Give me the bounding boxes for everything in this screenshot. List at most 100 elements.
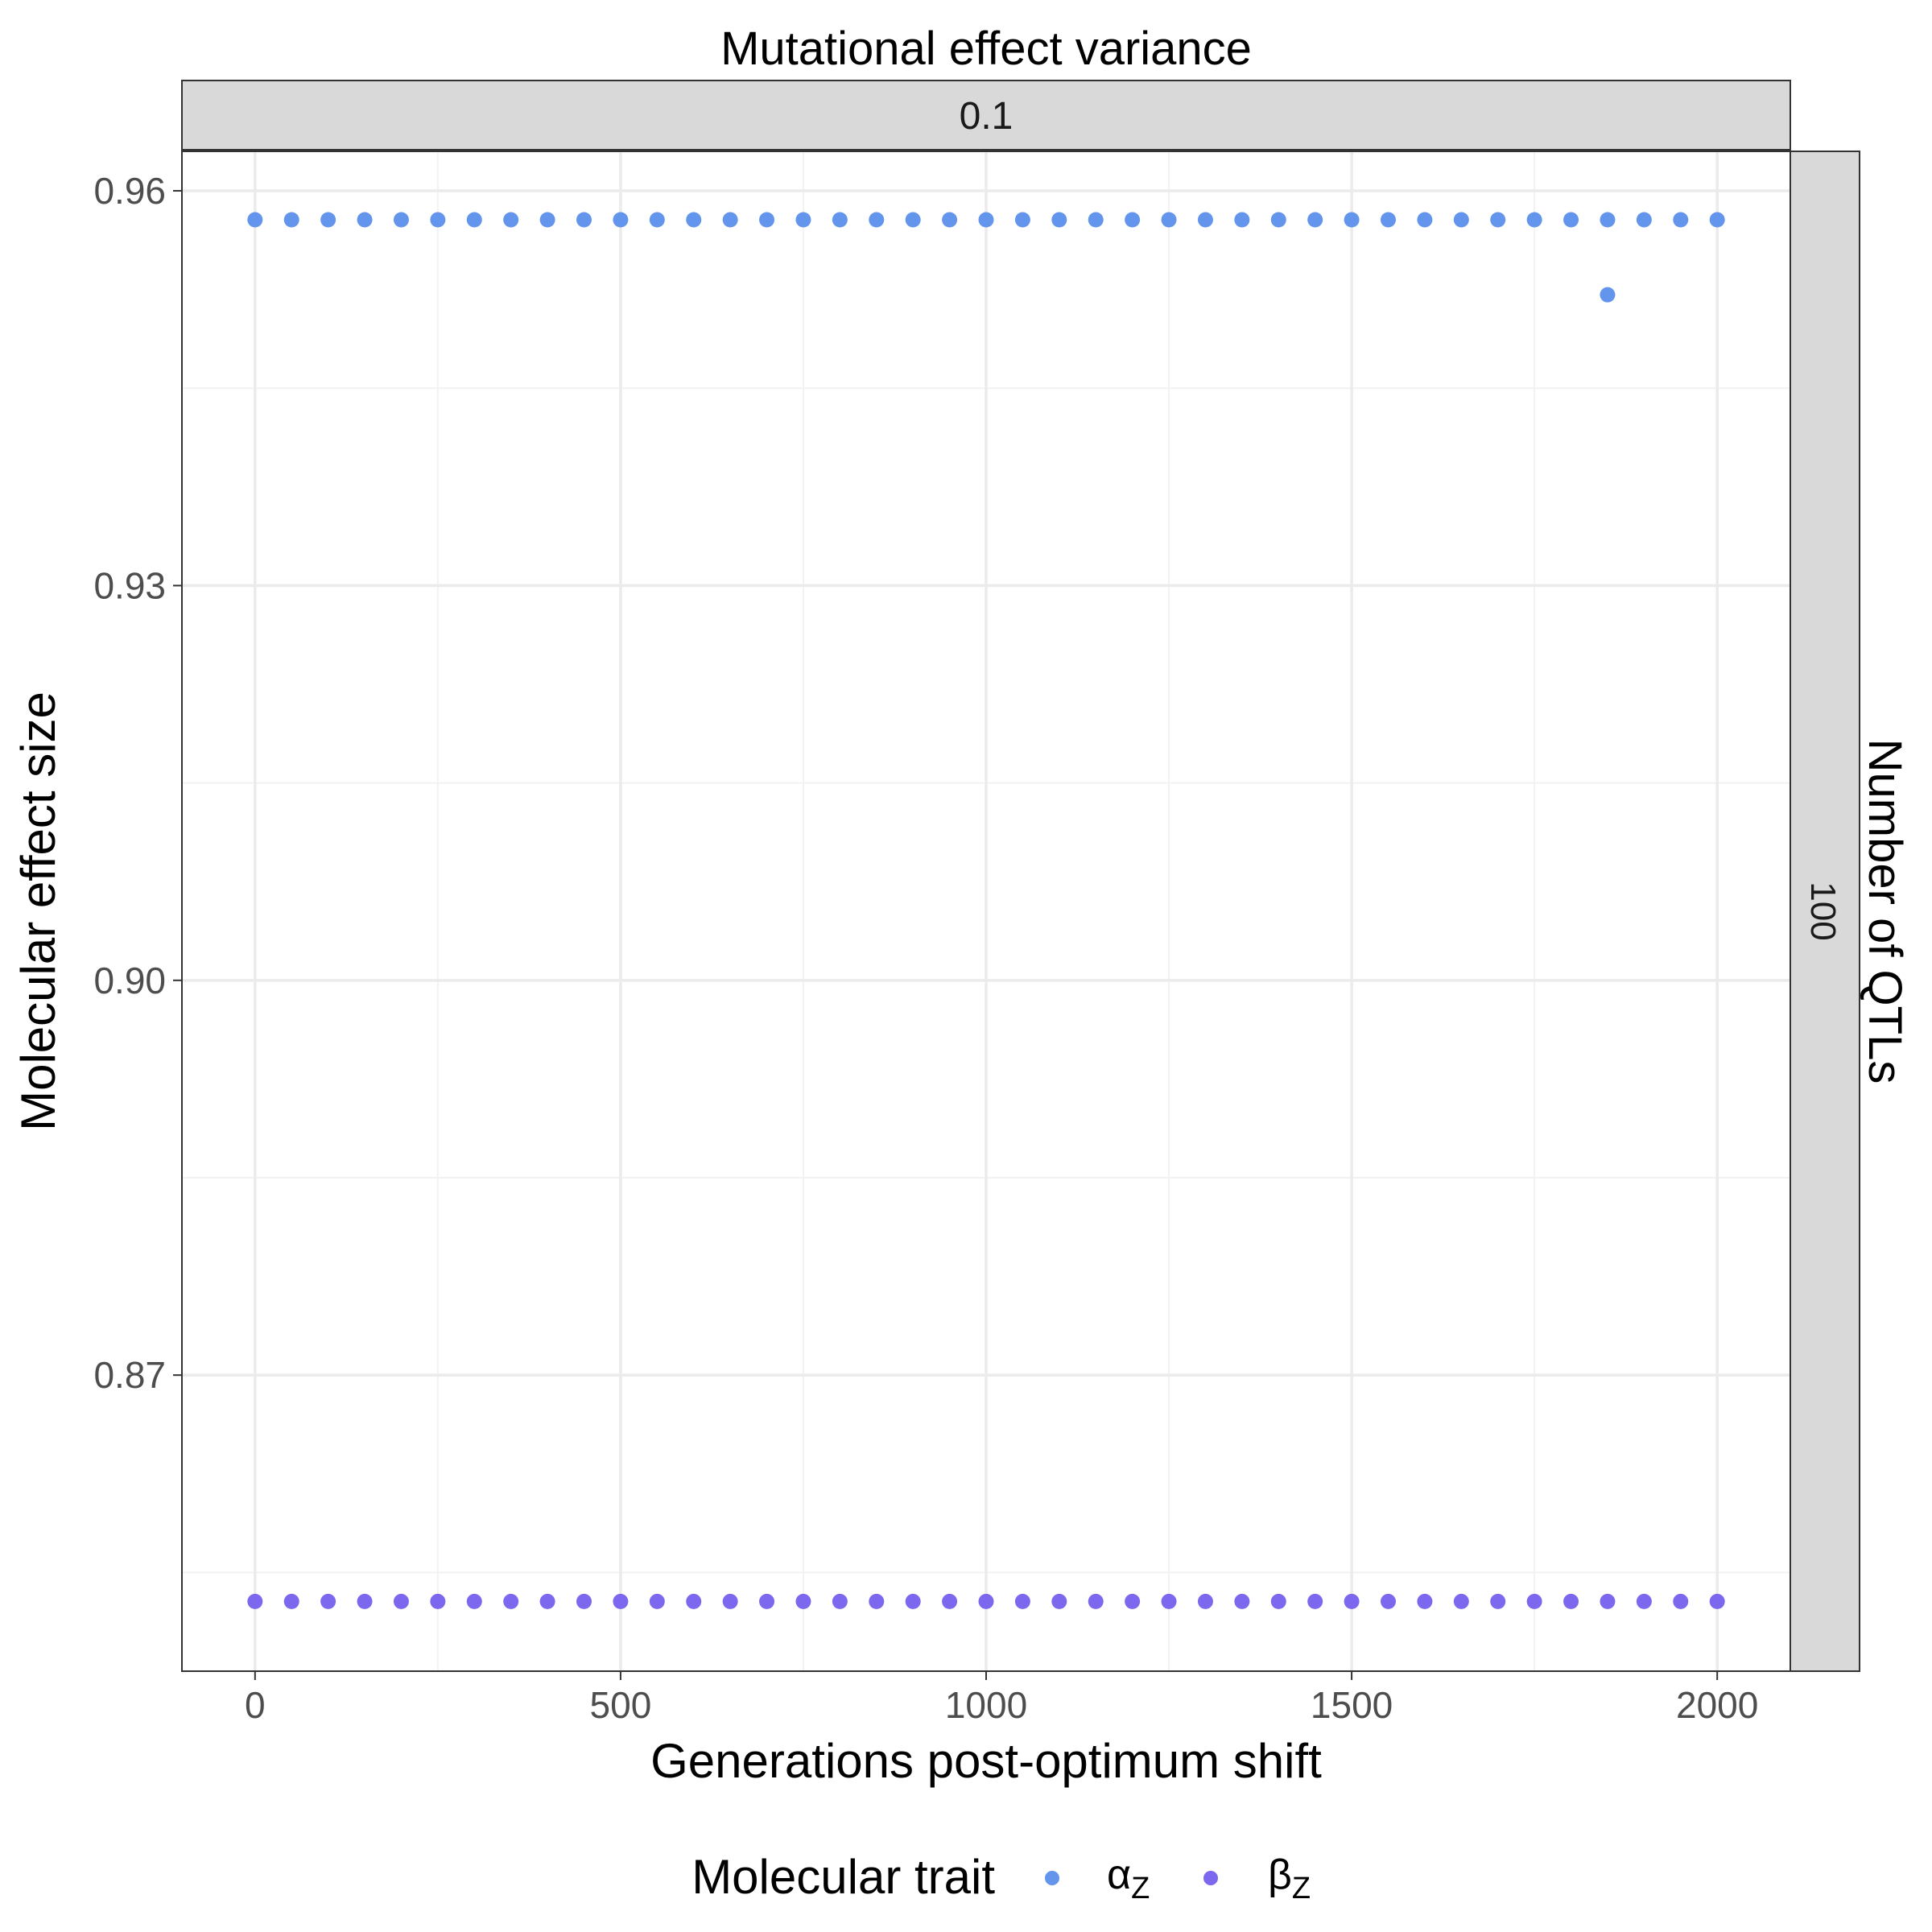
- point-series-0: [1381, 212, 1396, 228]
- point-series-0: [1709, 212, 1725, 228]
- point-series-0: [1600, 287, 1616, 303]
- point-series-1: [1234, 1593, 1250, 1609]
- point-series-1: [1709, 1593, 1725, 1609]
- point-series-0: [1453, 212, 1469, 228]
- point-series-0: [1270, 212, 1286, 228]
- right-strip-label: 100: [1803, 881, 1843, 940]
- x-tick-label: 2000: [1676, 1684, 1758, 1726]
- point-series-0: [942, 212, 958, 228]
- point-series-1: [1051, 1593, 1067, 1609]
- point-series-0: [1051, 212, 1067, 228]
- point-series-1: [1125, 1593, 1141, 1609]
- point-series-0: [1563, 212, 1579, 228]
- x-tick-label: 500: [590, 1684, 652, 1726]
- point-series-1: [1673, 1593, 1689, 1609]
- point-series-1: [466, 1593, 482, 1609]
- point-series-1: [393, 1593, 409, 1609]
- point-series-0: [1307, 212, 1323, 228]
- point-series-0: [613, 212, 629, 228]
- right-strip: [1790, 151, 1860, 1672]
- point-series-1: [1014, 1593, 1030, 1609]
- point-series-1: [1197, 1593, 1213, 1609]
- y-tick-label: 0.87: [93, 1354, 166, 1396]
- point-series-0: [1234, 212, 1250, 228]
- legend-key-alpha: [1045, 1871, 1059, 1885]
- point-series-0: [283, 212, 299, 228]
- point-series-0: [1526, 212, 1542, 228]
- legend-title: Molecular trait: [691, 1850, 995, 1904]
- point-series-1: [832, 1593, 848, 1609]
- point-series-0: [1125, 212, 1141, 228]
- point-series-1: [942, 1593, 958, 1609]
- point-series-1: [283, 1593, 299, 1609]
- point-series-1: [576, 1593, 592, 1609]
- point-series-0: [393, 212, 409, 228]
- point-series-1: [1307, 1593, 1323, 1609]
- legend-label-beta: βZ: [1268, 1852, 1311, 1905]
- point-series-0: [1088, 212, 1104, 228]
- point-series-1: [247, 1593, 263, 1609]
- point-series-0: [503, 212, 519, 228]
- point-series-1: [1088, 1593, 1104, 1609]
- y-tick-label: 0.96: [93, 170, 166, 212]
- top-facet-title: Mutational effect variance: [720, 23, 1252, 75]
- point-series-1: [905, 1593, 921, 1609]
- point-series-0: [1673, 212, 1689, 228]
- y-tick-label: 0.90: [93, 960, 166, 1001]
- point-series-1: [1563, 1593, 1579, 1609]
- point-series-1: [759, 1593, 775, 1609]
- x-axis-title: Generations post-optimum shift: [650, 1734, 1322, 1788]
- point-series-1: [1270, 1593, 1286, 1609]
- point-series-1: [686, 1593, 702, 1609]
- point-series-0: [466, 212, 482, 228]
- point-series-0: [649, 212, 665, 228]
- point-series-1: [649, 1593, 665, 1609]
- points: [247, 212, 1725, 1609]
- point-series-1: [1417, 1593, 1433, 1609]
- point-series-1: [722, 1593, 738, 1609]
- grid: [182, 151, 1790, 1671]
- point-series-0: [759, 212, 775, 228]
- point-series-0: [320, 212, 336, 228]
- legend-label-beta-sub: Z: [1292, 1872, 1311, 1905]
- point-series-0: [1600, 212, 1616, 228]
- point-series-1: [539, 1593, 555, 1609]
- legend-label-beta-base: β: [1268, 1852, 1292, 1898]
- point-series-1: [1453, 1593, 1469, 1609]
- x-tick-label: 1500: [1311, 1684, 1393, 1726]
- point-series-1: [1490, 1593, 1506, 1609]
- axes: 0 500 1000 1500 2000 0.87 0.90 0.93 0.96: [93, 170, 1758, 1726]
- point-series-1: [1161, 1593, 1177, 1609]
- point-series-0: [430, 212, 446, 228]
- point-series-0: [1490, 212, 1506, 228]
- legend-label-alpha: αZ: [1107, 1852, 1150, 1905]
- point-series-0: [722, 212, 738, 228]
- point-series-0: [686, 212, 702, 228]
- right-facet-title: Number of QTLs: [1859, 739, 1911, 1084]
- top-strip: [181, 80, 1791, 151]
- point-series-0: [1197, 212, 1213, 228]
- point-series-1: [1636, 1593, 1652, 1609]
- point-series-0: [247, 212, 263, 228]
- point-series-1: [795, 1593, 811, 1609]
- point-series-0: [905, 212, 921, 228]
- y-axis-title: Molecular effect size: [11, 691, 65, 1131]
- point-series-1: [503, 1593, 519, 1609]
- point-series-0: [1014, 212, 1030, 228]
- point-series-0: [869, 212, 885, 228]
- legend-label-alpha-sub: Z: [1131, 1872, 1150, 1905]
- point-series-0: [1417, 212, 1433, 228]
- point-series-1: [1381, 1593, 1396, 1609]
- point-series-0: [1636, 212, 1652, 228]
- legend: Molecular trait αZ βZ: [691, 1850, 1311, 1905]
- point-series-0: [795, 212, 811, 228]
- point-series-1: [320, 1593, 336, 1609]
- point-series-1: [1526, 1593, 1542, 1609]
- point-series-0: [576, 212, 592, 228]
- point-series-1: [978, 1593, 994, 1609]
- point-series-0: [1161, 212, 1177, 228]
- legend-key-beta: [1203, 1871, 1218, 1885]
- legend-label-alpha-base: α: [1107, 1852, 1131, 1898]
- point-series-1: [869, 1593, 885, 1609]
